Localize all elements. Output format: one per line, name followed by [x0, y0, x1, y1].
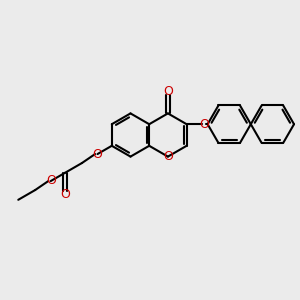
Text: O: O — [163, 85, 173, 98]
Text: O: O — [60, 188, 70, 201]
Text: O: O — [92, 148, 102, 160]
Text: O: O — [163, 150, 173, 163]
Text: O: O — [46, 174, 56, 187]
Text: O: O — [199, 118, 209, 131]
